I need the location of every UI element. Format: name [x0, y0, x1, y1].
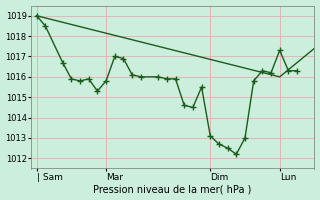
X-axis label: Pression niveau de la mer( hPa ): Pression niveau de la mer( hPa ) [93, 184, 252, 194]
